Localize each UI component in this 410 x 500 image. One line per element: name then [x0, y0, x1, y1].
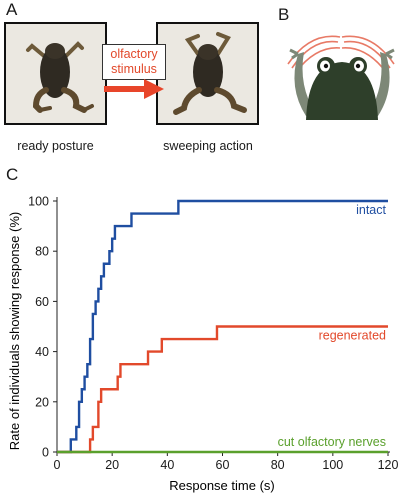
series-label-2: cut olfactory nerves: [278, 435, 386, 449]
x-tick-label: 20: [105, 458, 119, 472]
x-tick-label: 40: [160, 458, 174, 472]
series-label-1: regenerated: [319, 329, 386, 343]
y-tick-label: 60: [35, 295, 49, 309]
series-line-1: [57, 327, 388, 453]
y-tick-label: 100: [28, 195, 49, 209]
x-tick-label: 100: [322, 458, 343, 472]
y-tick-label: 20: [35, 395, 49, 409]
x-tick-label: 60: [216, 458, 230, 472]
y-tick-label: 80: [35, 245, 49, 259]
x-tick-label: 0: [54, 458, 61, 472]
x-axis-title: Response time (s): [169, 478, 274, 493]
x-tick-label: 80: [271, 458, 285, 472]
y-tick-label: 0: [42, 446, 49, 460]
chart-series: [57, 201, 388, 452]
y-axis-title: Rate of individuals showing response (%): [7, 212, 22, 450]
y-tick-label: 40: [35, 345, 49, 359]
series-label-0: intact: [356, 203, 386, 217]
x-tick-label: 120: [378, 458, 399, 472]
